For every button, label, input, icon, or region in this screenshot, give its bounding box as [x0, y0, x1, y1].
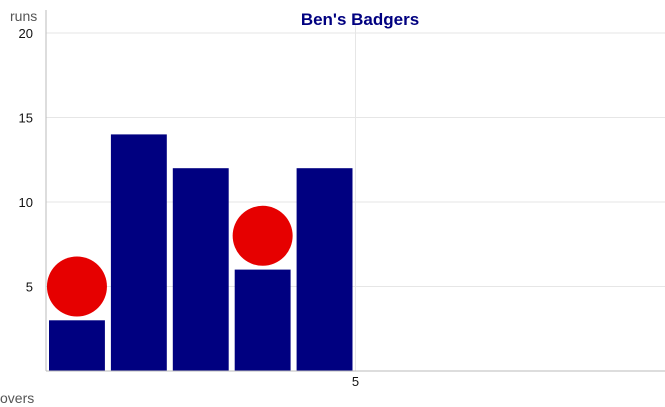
wicket-marker [232, 205, 293, 266]
bar-series [49, 134, 353, 371]
wicket-marker [46, 256, 107, 317]
y-tick-label: 20 [19, 26, 33, 41]
axes [45, 10, 665, 372]
x-tick-label: 5 [352, 374, 359, 389]
wicket-markers [46, 205, 293, 317]
bar [296, 168, 353, 371]
bar [110, 134, 167, 371]
y-tick-label: 10 [19, 195, 33, 210]
tick-labels: 5 10 15 20 5 [19, 26, 360, 389]
y-tick-label: 5 [26, 280, 33, 295]
bar [234, 269, 291, 371]
y-axis-label: runs [10, 8, 37, 24]
bar [49, 320, 105, 371]
bar [172, 168, 229, 371]
x-axis-label: overs [0, 390, 34, 406]
y-tick-label: 15 [19, 111, 33, 126]
chart-title: Ben's Badgers [301, 10, 419, 29]
